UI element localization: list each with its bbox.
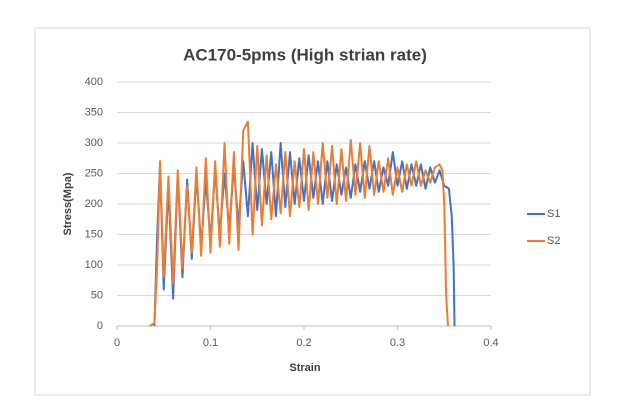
x-tick-label: 0.1 bbox=[203, 337, 218, 349]
x-tick-label: 0.4 bbox=[483, 337, 498, 349]
y-tick-label: 0 bbox=[97, 320, 103, 332]
x-tick-label: 0 bbox=[114, 337, 120, 349]
y-tick-label: 300 bbox=[85, 137, 103, 149]
y-tick-label: 250 bbox=[85, 167, 103, 179]
y-tick-label: 400 bbox=[85, 76, 103, 88]
y-tick-label: 100 bbox=[85, 259, 103, 271]
x-axis-label: Strain bbox=[289, 362, 320, 374]
y-axis-label: Stress(Mpa) bbox=[62, 172, 74, 235]
x-tick-label: 0.2 bbox=[296, 337, 311, 349]
legend-label: S1 bbox=[547, 208, 560, 220]
y-tick-label: 200 bbox=[85, 198, 103, 210]
x-tick-label: 0.3 bbox=[390, 337, 405, 349]
y-tick-label: 50 bbox=[91, 289, 103, 301]
chart-title: AC170-5pms (High strian rate) bbox=[183, 45, 427, 64]
chart-border bbox=[34, 27, 591, 396]
legend-label: S2 bbox=[547, 235, 560, 247]
series-line bbox=[149, 120, 449, 327]
y-tick-label: 150 bbox=[85, 228, 103, 240]
y-tick-label: 350 bbox=[85, 106, 103, 118]
